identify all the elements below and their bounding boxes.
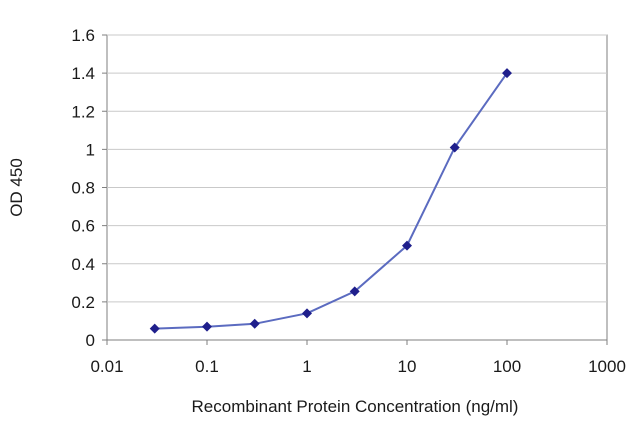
x-tick-label: 10 [398,357,417,376]
series-line [154,72,508,330]
data-point [402,240,412,251]
x-tick-label: 100 [493,357,521,376]
y-tick-label: 1.6 [71,26,95,45]
data-point [449,142,460,153]
data-point [202,321,212,332]
data-point [349,286,360,297]
y-tick-label: 0.4 [71,255,95,274]
y-tick-label: 0.6 [71,217,95,236]
y-tick-label: 0.8 [71,179,95,198]
x-tick-label: 0.01 [90,357,123,376]
y-tick-label: 0.2 [71,293,95,312]
x-axis-title: Recombinant Protein Concentration (ng/ml… [192,397,519,416]
y-axis-title: OD 450 [7,158,26,217]
data-point [502,68,512,79]
y-tick-label: 1.4 [71,64,95,83]
x-tick-label: 1000 [588,357,626,376]
y-axis-tick-labels: 0 0.2 0.4 0.6 0.8 1 1.2 1.4 1.6 [71,26,95,350]
data-point [249,318,260,329]
data-point [302,308,312,319]
y-tick-label: 1 [86,140,95,159]
y-tick-label: 0 [86,331,95,350]
plot-area [102,34,608,345]
data-point [149,323,160,334]
y-tick-label: 1.2 [71,102,95,121]
x-tick-label: 0.1 [195,357,219,376]
x-tick-label: 1 [302,357,311,376]
x-axis-tick-labels: 0.01 0.1 1 10 100 1000 [90,357,625,376]
